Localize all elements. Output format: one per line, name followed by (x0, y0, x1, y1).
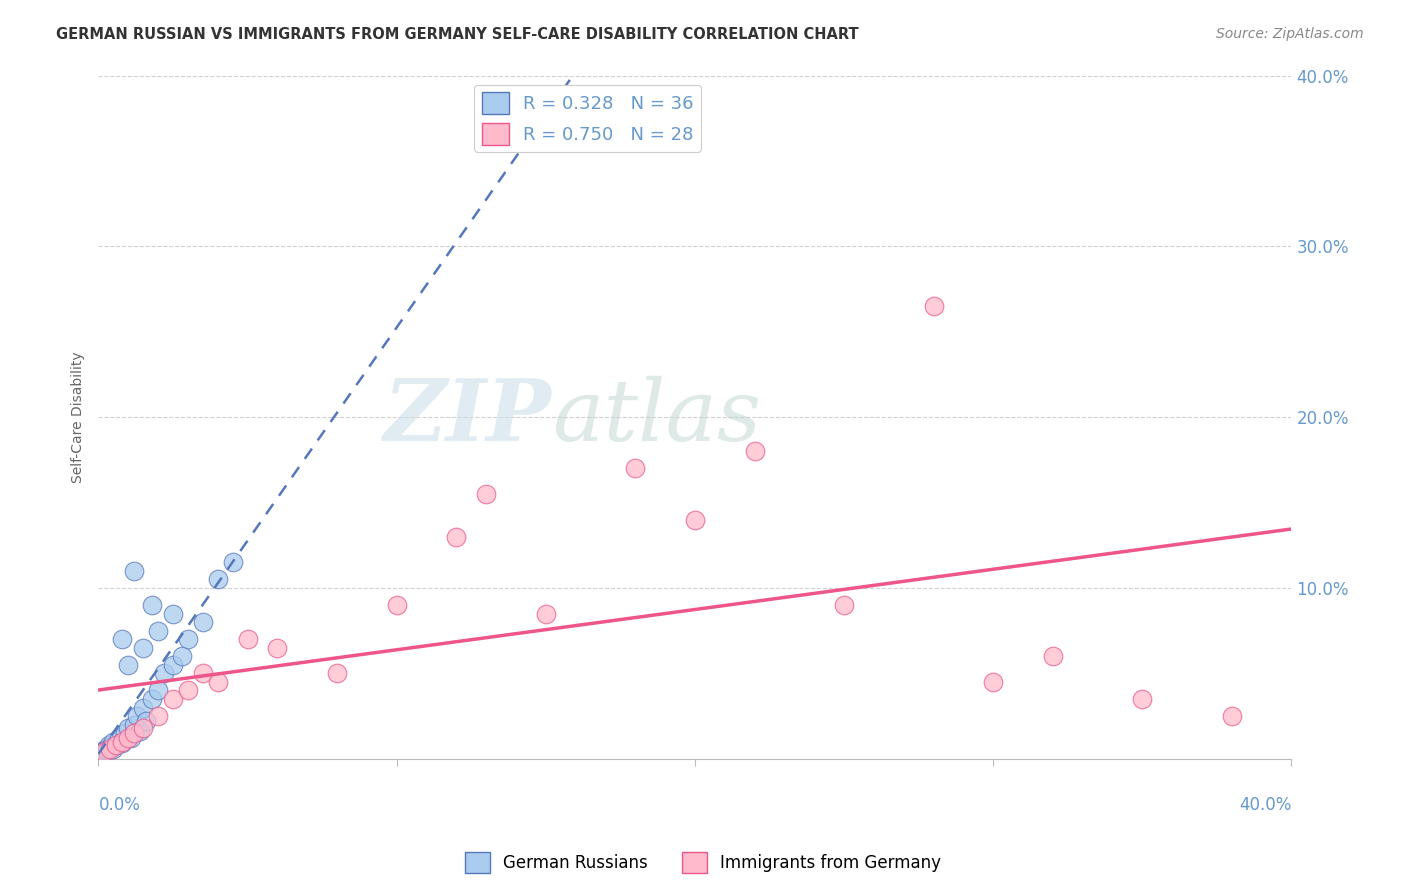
Point (146, 624, 169, 638)
Point (122, 726, 145, 740)
Legend: R = 0.328   N = 36, R = 0.750   N = 28: R = 0.328 N = 36, R = 0.750 N = 28 (474, 85, 700, 152)
Point (446, 530, 468, 544)
Point (153, 666, 176, 681)
Point (922, 299, 945, 313)
Point (221, 555, 243, 569)
Point (475, 487, 498, 501)
Point (105, 738, 128, 752)
Point (132, 700, 155, 714)
Point (177, 632, 200, 647)
Point (111, 735, 134, 749)
Point (93, 743, 115, 757)
Point (162, 657, 184, 672)
Point (981, 674, 1004, 689)
Point (122, 717, 145, 731)
Point (141, 692, 163, 706)
Point (117, 657, 139, 672)
Point (98, 741, 121, 756)
Point (207, 674, 229, 689)
Point (624, 461, 647, 475)
Point (191, 615, 214, 629)
Text: 0.0%: 0.0% (98, 797, 141, 814)
Point (326, 666, 349, 681)
Point (111, 736, 134, 750)
Point (114, 726, 136, 740)
Point (120, 731, 142, 746)
Point (385, 598, 408, 612)
Point (105, 738, 128, 752)
Point (129, 724, 152, 739)
Point (135, 714, 157, 729)
Point (108, 731, 131, 746)
Point (177, 683, 200, 698)
Point (132, 640, 155, 655)
Point (1042, 649, 1064, 664)
Text: GERMAN RUSSIAN VS IMMIGRANTS FROM GERMANY SELF-CARE DISABILITY CORRELATION CHART: GERMAN RUSSIAN VS IMMIGRANTS FROM GERMAN… (56, 27, 859, 42)
Legend: German Russians, Immigrants from Germany: German Russians, Immigrants from Germany (458, 846, 948, 880)
Point (117, 731, 139, 746)
Point (146, 709, 169, 723)
Y-axis label: Self-Care Disability: Self-Care Disability (72, 351, 86, 483)
Point (127, 709, 149, 723)
Point (98, 739, 121, 754)
Point (93, 745, 115, 759)
Point (141, 598, 163, 612)
Point (1130, 692, 1153, 706)
Point (191, 666, 214, 681)
Point (170, 649, 193, 664)
Text: atlas: atlas (551, 376, 761, 458)
Point (162, 607, 184, 621)
Text: Source: ZipAtlas.com: Source: ZipAtlas.com (1216, 27, 1364, 41)
Point (534, 607, 557, 621)
Point (162, 692, 184, 706)
Text: ZIP: ZIP (384, 376, 551, 458)
Point (103, 741, 125, 756)
Point (91, 745, 114, 759)
Point (683, 513, 706, 527)
Point (146, 683, 169, 698)
Point (117, 721, 139, 735)
Text: 40.0%: 40.0% (1239, 797, 1292, 814)
Point (122, 564, 145, 578)
Point (132, 721, 155, 735)
Point (832, 598, 855, 612)
Point (90, 747, 112, 761)
Point (96, 743, 118, 757)
Point (111, 632, 134, 647)
Point (744, 444, 766, 458)
Point (266, 640, 288, 655)
Point (103, 735, 125, 749)
Point (236, 632, 259, 647)
Point (94, 741, 117, 756)
Point (207, 573, 229, 587)
Point (97, 738, 120, 752)
Point (1220, 709, 1243, 723)
